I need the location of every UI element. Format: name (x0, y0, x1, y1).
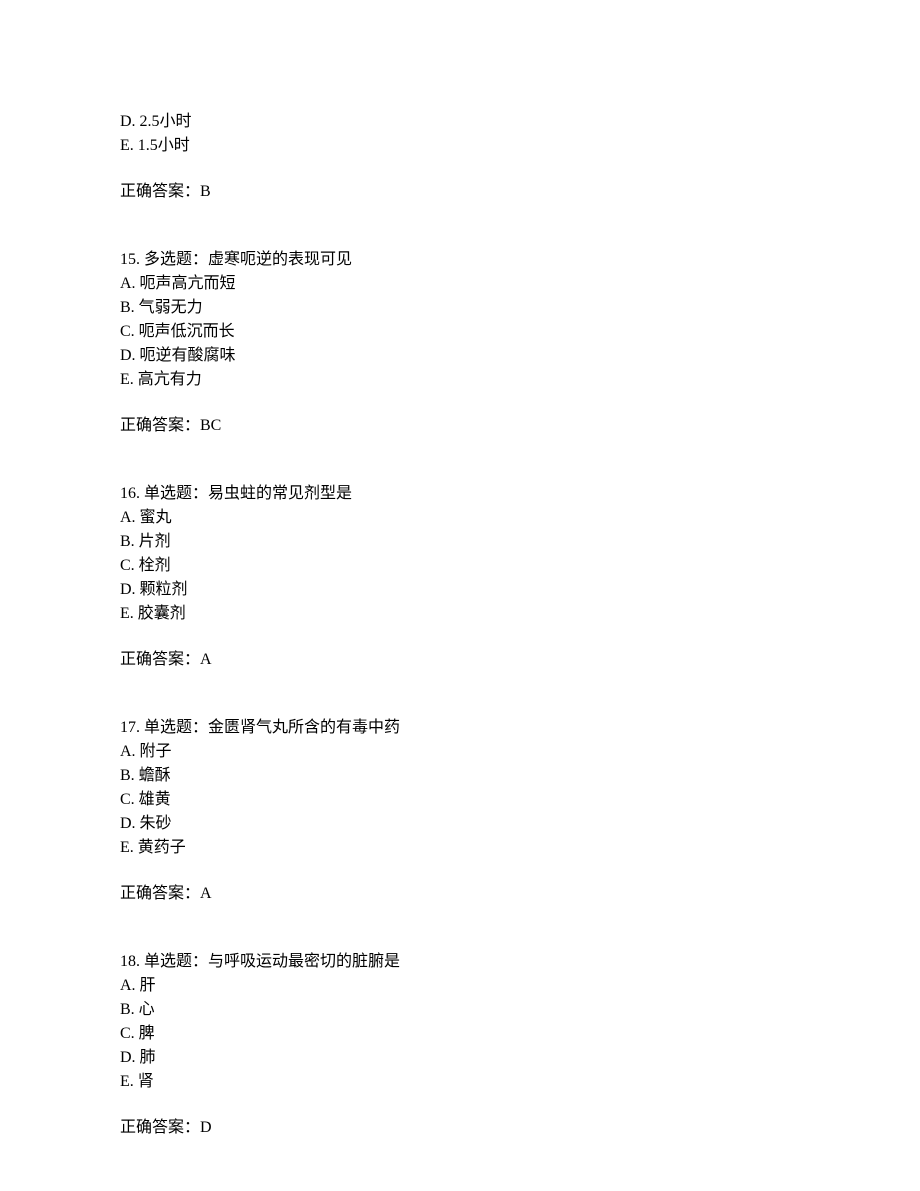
q14-option-d: D. 2.5小时 (120, 110, 800, 134)
q15-option-c: C. 呃声低沉而长 (120, 320, 800, 344)
q14-option-e: E. 1.5小时 (120, 134, 800, 158)
q15-option-b: B. 气弱无力 (120, 296, 800, 320)
q16-option-d: D. 颗粒剂 (120, 578, 800, 602)
q17-option-c: C. 雄黄 (120, 788, 800, 812)
q18-option-c: C. 脾 (120, 1022, 800, 1046)
q16-option-b: B. 片剂 (120, 530, 800, 554)
q15-option-d: D. 呃逆有酸腐味 (120, 344, 800, 368)
q15-title: 15. 多选题：虚寒呃逆的表现可见 (120, 248, 800, 272)
q17-title: 17. 单选题：金匮肾气丸所含的有毒中药 (120, 716, 800, 740)
q17-option-e: E. 黄药子 (120, 836, 800, 860)
q18-answer: 正确答案：D (120, 1116, 800, 1140)
q18-option-d: D. 肺 (120, 1046, 800, 1070)
q15-option-e: E. 高亢有力 (120, 368, 800, 392)
q18-option-b: B. 心 (120, 998, 800, 1022)
q18-option-a: A. 肝 (120, 974, 800, 998)
q17-option-d: D. 朱砂 (120, 812, 800, 836)
q14-answer: 正确答案：B (120, 180, 800, 204)
q17-option-b: B. 蟾酥 (120, 764, 800, 788)
q15-option-a: A. 呃声高亢而短 (120, 272, 800, 296)
q16-answer: 正确答案：A (120, 648, 800, 672)
q17-answer: 正确答案：A (120, 882, 800, 906)
q17-option-a: A. 附子 (120, 740, 800, 764)
q16-option-c: C. 栓剂 (120, 554, 800, 578)
q18-title: 18. 单选题：与呼吸运动最密切的脏腑是 (120, 950, 800, 974)
q15-answer: 正确答案：BC (120, 414, 800, 438)
q16-option-e: E. 胶囊剂 (120, 602, 800, 626)
q18-option-e: E. 肾 (120, 1070, 800, 1094)
q16-title: 16. 单选题：易虫蛀的常见剂型是 (120, 482, 800, 506)
q16-option-a: A. 蜜丸 (120, 506, 800, 530)
